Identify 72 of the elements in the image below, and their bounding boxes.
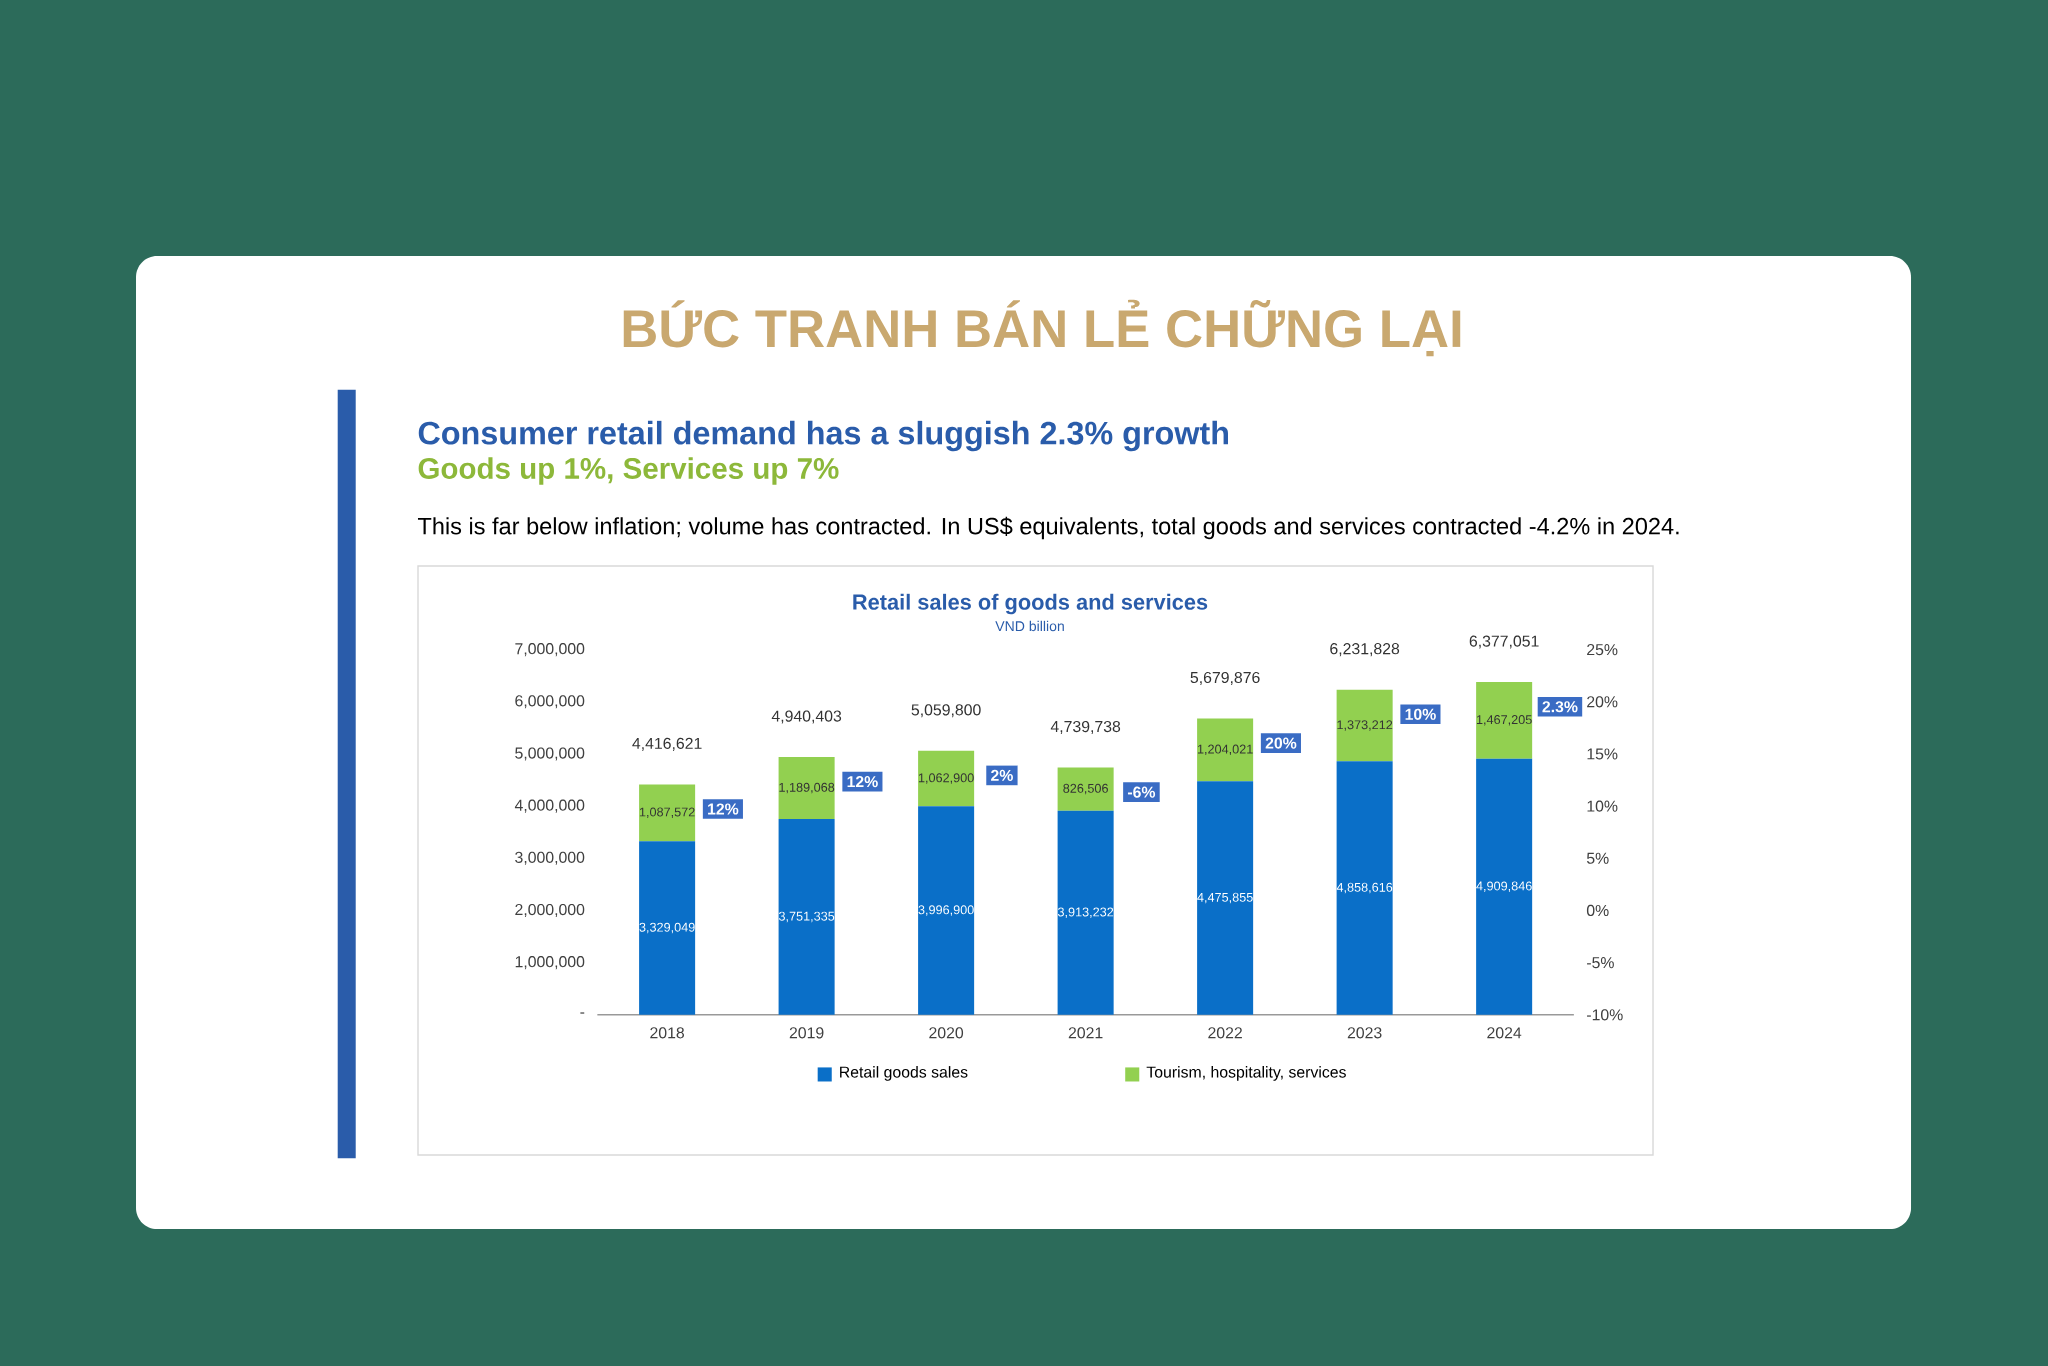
x-tick-label: 2024 xyxy=(1487,1027,1522,1039)
legend-label: Retail goods sales xyxy=(840,1066,968,1081)
total-label: 4,739,738 xyxy=(1050,720,1121,735)
y2-tick-label: 25% xyxy=(1587,644,1618,656)
annotation: 10% xyxy=(1405,708,1436,720)
total-label: 6,231,828 xyxy=(1330,643,1400,657)
annotation: 20% xyxy=(1265,737,1297,749)
bar xyxy=(1476,682,1533,759)
y-tick-label: - xyxy=(580,1012,585,1014)
y-tick-label: 7,000,000 xyxy=(515,643,585,657)
data-label: 4,475,855 xyxy=(1197,892,1253,904)
x-tick-label: 2020 xyxy=(929,1027,964,1039)
annotation: 12% xyxy=(847,776,878,788)
bar xyxy=(918,750,975,807)
bar xyxy=(1057,810,1114,1015)
annotation: 12% xyxy=(708,803,739,815)
y-tick-label: 4,000,000 xyxy=(514,799,585,813)
y2-tick-label: 20% xyxy=(1587,696,1618,708)
y-tick-label: 6,000,000 xyxy=(515,695,585,709)
y2-tick-label: 5% xyxy=(1586,852,1609,864)
text: This is far below inflation; volume has contracted. In US$ equivalents, total goods and services contracted -4.2% in 2024. xyxy=(417,516,1679,540)
data-label: 1,062,900 xyxy=(918,773,974,784)
chart-title: BỨC TRANH BÁN LẺ CHỮNG LẠI xyxy=(623,299,1461,357)
data-label: 1,467,205 xyxy=(1476,715,1532,726)
x-tick-label: 2019 xyxy=(789,1027,824,1039)
annotation: 2.3% xyxy=(1542,701,1578,713)
data-label: 826,506 xyxy=(1063,783,1108,795)
y-tick-label: 5,000,000 xyxy=(515,747,585,761)
bar xyxy=(1197,781,1254,1015)
legend-label: Tourism, hospitality, services xyxy=(1146,1066,1346,1081)
bar xyxy=(1336,761,1393,1015)
y2-tick-label: 10% xyxy=(1587,800,1618,812)
data-label: 3,329,049 xyxy=(639,922,695,934)
x-tick-label: 2018 xyxy=(650,1027,684,1039)
total-label: 5,679,876 xyxy=(1190,671,1260,685)
y-tick-label: 1,000,000 xyxy=(515,956,585,970)
text: Goods up 1%, Services up 7% xyxy=(418,457,839,485)
annotation: -6% xyxy=(1127,786,1156,798)
data-label: 3,913,232 xyxy=(1057,907,1114,918)
x-tick-label: 2022 xyxy=(1208,1027,1242,1039)
y2-tick-label: -10% xyxy=(1587,1009,1623,1021)
data-label: 1,204,021 xyxy=(1197,744,1253,756)
text: VND billion xyxy=(995,620,1064,632)
y2-tick-label: 15% xyxy=(1587,748,1618,760)
bar xyxy=(778,757,835,820)
text: Retail sales of goods and services xyxy=(853,593,1208,615)
total-label: 4,416,621 xyxy=(632,737,702,751)
data-label: 3,751,335 xyxy=(778,911,835,923)
annotation: 2% xyxy=(991,769,1013,781)
bar xyxy=(639,784,696,842)
data-label: 1,087,572 xyxy=(639,807,695,818)
data-label: 1,373,212 xyxy=(1337,720,1393,731)
total-label: 5,059,800 xyxy=(911,704,981,718)
bar xyxy=(1336,689,1393,762)
y2-tick-label: 0% xyxy=(1586,904,1609,917)
data-label: 4,909,846 xyxy=(1476,881,1532,892)
y-tick-label: 3,000,000 xyxy=(515,851,585,865)
bar xyxy=(639,841,696,1015)
x-tick-label: 2021 xyxy=(1068,1027,1103,1039)
total-label: 6,377,051 xyxy=(1469,635,1539,649)
bar xyxy=(778,819,835,1015)
x-tick-label: 2023 xyxy=(1347,1027,1382,1039)
y2-tick-label: -5% xyxy=(1587,957,1614,969)
data-label: 3,996,900 xyxy=(918,905,974,916)
y-tick-label: 2,000,000 xyxy=(515,903,585,918)
bar xyxy=(1476,758,1533,1015)
chart-subtitle: Consumer retail demand has a sluggish 2.3% growth xyxy=(418,420,1228,452)
total-label: 4,940,403 xyxy=(771,710,842,724)
bar xyxy=(918,806,975,1015)
bar xyxy=(1057,767,1114,811)
bar xyxy=(1197,718,1254,782)
data-label: 1,189,068 xyxy=(779,782,835,794)
